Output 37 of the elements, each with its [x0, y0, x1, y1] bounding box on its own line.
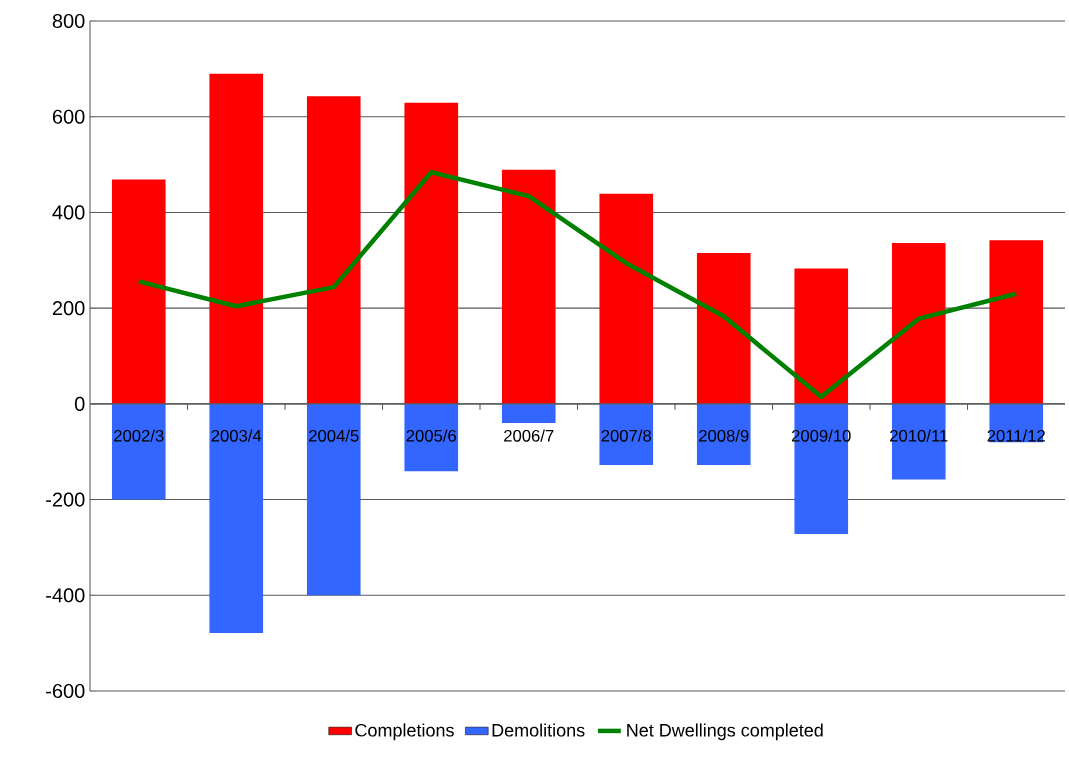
- x-tick-label: 2006/7: [504, 429, 554, 442]
- bar: [501, 169, 556, 404]
- bar: [404, 403, 459, 472]
- x-tick-label: 2002/3: [114, 429, 164, 442]
- y-tick-label: 400: [52, 205, 85, 220]
- bar: [989, 240, 1044, 404]
- legend-label: Net Dwellings completed: [627, 723, 823, 741]
- legend-label: Completions: [355, 723, 454, 741]
- y-tick-label: 200: [52, 301, 85, 316]
- bar: [599, 403, 654, 466]
- bar: [891, 243, 946, 404]
- bar: [209, 403, 264, 634]
- bar: [794, 268, 849, 404]
- bar: [599, 193, 654, 404]
- y-tick-label: -400: [46, 588, 85, 603]
- x-tick-label: 2008/9: [699, 429, 749, 442]
- x-tick-label: 2004/5: [309, 429, 359, 442]
- y-tick-label: 800: [52, 13, 85, 29]
- bar: [111, 403, 166, 500]
- bar: [794, 403, 849, 535]
- x-tick-label: 2007/8: [601, 429, 652, 442]
- y-tick-label: -600: [46, 683, 85, 699]
- y-tick-label: 600: [52, 109, 85, 124]
- bar: [111, 179, 166, 404]
- line-series: [136, 169, 1019, 399]
- bar: [404, 102, 459, 404]
- bar: [209, 73, 264, 404]
- bar: [306, 96, 361, 404]
- x-tick-label: 2003/4: [211, 429, 262, 442]
- y-tick-label: -200: [46, 492, 85, 507]
- bar: [501, 403, 556, 423]
- bar: [696, 403, 751, 466]
- legend-label: Demolitions: [492, 723, 585, 737]
- y-tick-label: 0: [74, 396, 85, 411]
- bar: [696, 253, 751, 404]
- x-tick-label: 2005/6: [406, 429, 456, 442]
- bar: [306, 403, 361, 596]
